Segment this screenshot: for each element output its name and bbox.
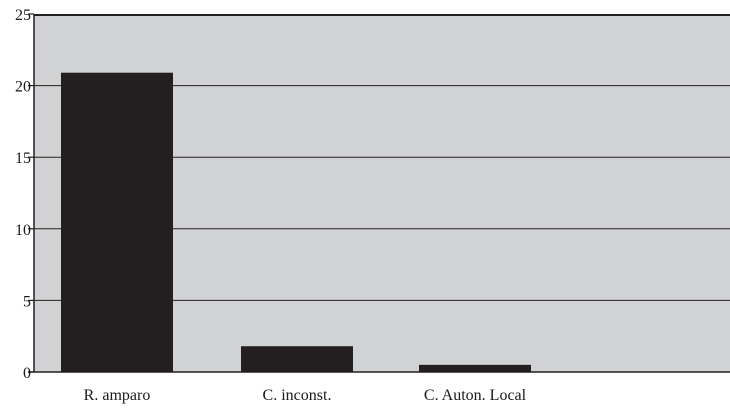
x-tick-label: C. Auton. Local: [424, 387, 527, 404]
y-tick-label: 25: [15, 7, 31, 24]
y-tick-labels: 0 5 10 15 20 25: [15, 7, 31, 382]
bar: [419, 364, 531, 372]
bar: [241, 346, 353, 372]
bar: [61, 72, 173, 372]
y-tick-label: 5: [23, 293, 31, 310]
bars: [61, 72, 531, 372]
y-tick-label: 20: [15, 79, 31, 96]
x-tick-label: C. inconst.: [263, 387, 332, 404]
y-tick-label: 0: [23, 365, 31, 382]
x-tick-label: R. amparo: [84, 387, 151, 404]
x-tick-labels: R. amparo C. inconst. C. Auton. Local: [84, 387, 527, 404]
axes: [28, 13, 730, 373]
y-tick-label: 10: [15, 222, 31, 239]
y-tick-label: 15: [15, 150, 31, 167]
